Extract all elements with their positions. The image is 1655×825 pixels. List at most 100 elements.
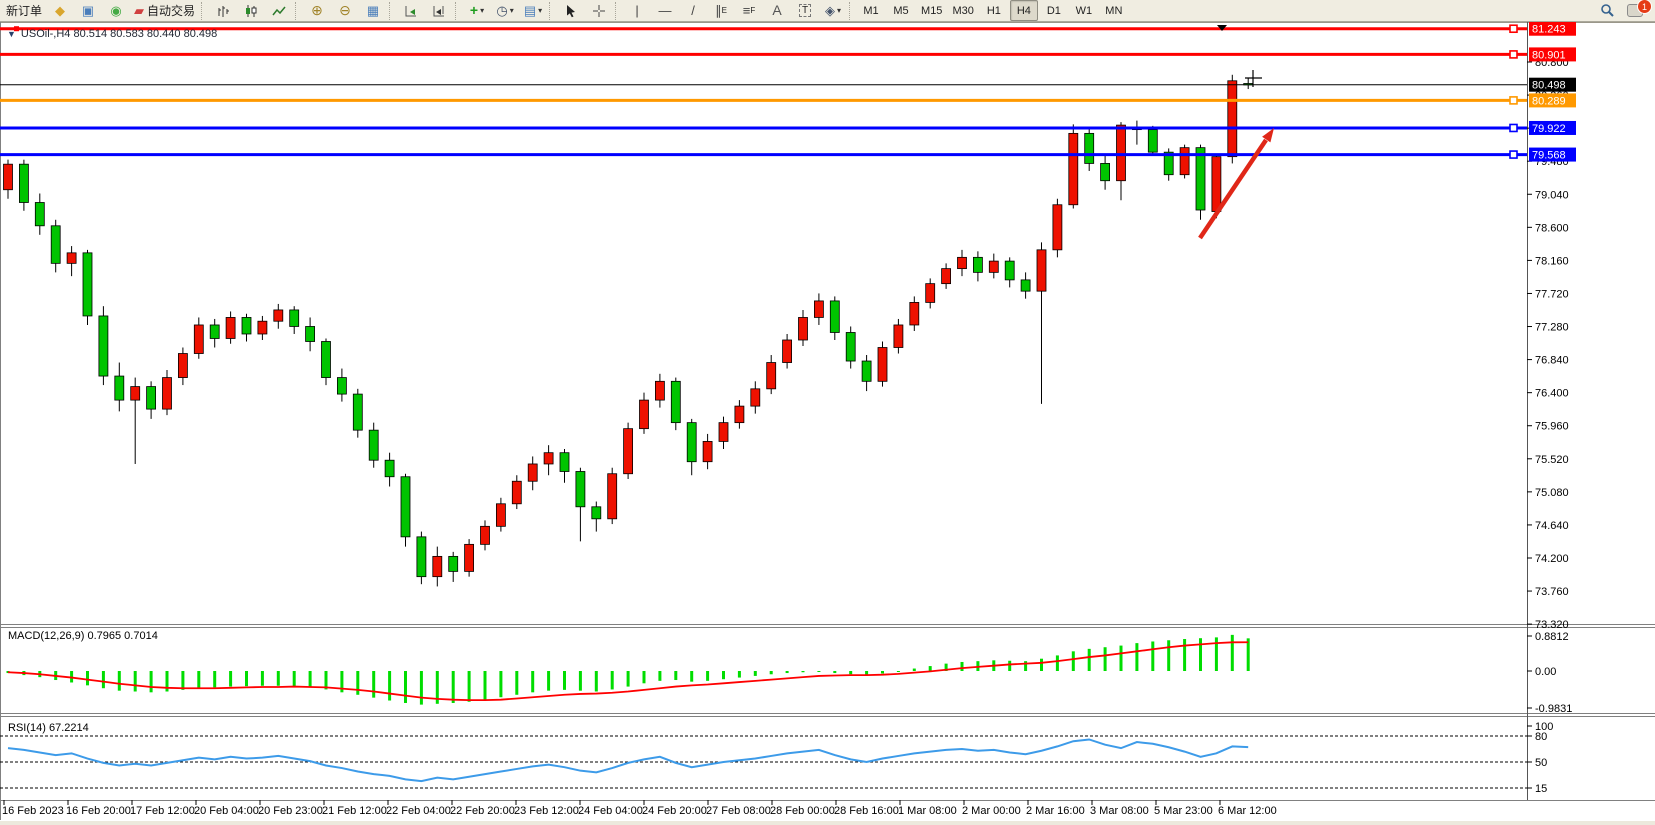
horizontal-line-icon[interactable]: — [658,3,672,18]
candle-body [988,260,999,273]
separator [549,1,555,20]
macd-histogram-bar [101,671,105,689]
price-tick-label: 78.600 [1535,222,1569,234]
arrows-shapes-icon[interactable]: ◈ ▾ [825,3,842,18]
status-bar [0,820,1655,825]
price-tick-label: 76.840 [1535,355,1569,367]
macd-axis-label: -0.9831 [1535,703,1572,715]
candle-body [34,202,45,227]
macd-histogram-bar [801,671,805,673]
notifications-icon[interactable]: 1 [1621,0,1652,21]
rsi-line [7,738,1249,783]
macd-histogram-bar [737,671,741,678]
chart-shift-icon[interactable] [425,0,453,21]
separator [389,1,395,20]
auto-trading-button[interactable]: ▰ 自动交易 [130,0,199,21]
macd-histogram-bar [165,671,169,692]
chart-title: ▼ USOil-,H4 80.514 80.583 80.440 80.498 [7,28,217,40]
candle-body [416,536,427,578]
candle-body [909,302,920,326]
signals-icon[interactable]: ◉ [110,3,122,18]
terminal-icon[interactable]: ▣ [81,3,95,18]
gold-icon[interactable]: ◆ [55,3,66,18]
auto-trading-label: 自动交易 [147,4,196,18]
candle-body [1147,129,1158,153]
price-tick-label: 75.520 [1535,454,1569,466]
candle-body [877,347,888,382]
timeframe-M1[interactable]: M1 [863,4,879,17]
search-icon[interactable] [1593,0,1621,21]
fibonacci-icon[interactable]: ≡ F [742,3,756,18]
separator [615,1,621,20]
one-click-trading-icon[interactable]: ▼ [7,29,16,39]
chevron-down-icon: ▾ [480,6,485,15]
timeframe-MN[interactable]: MN [1105,4,1123,17]
timeframe-M15[interactable]: M15 [921,4,943,17]
candle-body [114,375,125,401]
macd-histogram-bar [594,671,598,692]
level-line-handle[interactable] [1509,24,1518,34]
periods-icon[interactable]: ◷ ▾ [496,3,514,18]
templates-icon[interactable]: ▤ ▾ [523,3,543,18]
timeframe-M30[interactable]: M30 [952,4,974,17]
candle-body [511,480,522,505]
trend-arrow-line[interactable] [1198,138,1268,240]
zoom-out-icon[interactable]: ⊖ [339,2,351,18]
auto-scroll-icon[interactable] [397,0,425,21]
level-line-handle[interactable] [1509,96,1518,105]
price-level-label-box [1529,93,1576,108]
candle-body [861,360,872,382]
candle-body [1068,132,1079,206]
price-level-label: 80.901 [1532,49,1566,61]
line-chart-icon[interactable] [265,0,293,21]
candle-body [177,353,188,378]
timeframe-D1[interactable]: D1 [1046,4,1061,17]
candle-body [639,399,649,430]
equidistant-channel-icon[interactable]: ∥ E [715,3,727,18]
candle-body [1036,249,1047,292]
macd-histogram-bar [944,663,948,671]
macd-histogram-bar [547,671,551,691]
macd-histogram-bar [928,666,932,671]
bar-chart-icon[interactable] [209,0,237,21]
candle-body [1084,132,1095,164]
macd-histogram-bar [467,671,471,702]
candle-body [146,386,157,410]
level-line-handle[interactable] [1509,150,1518,159]
new-order-button[interactable]: 新订单 [2,0,46,21]
indicators-icon[interactable]: + ▾ [469,2,485,18]
tile-windows-icon[interactable]: ▦ [366,3,380,18]
candle-body [543,452,554,465]
scroll-marker-triangle[interactable] [1217,25,1227,31]
separator [455,1,461,20]
zoom-in-icon[interactable]: ⊕ [311,2,323,18]
macd-histogram-bar [1246,638,1250,671]
candle-body [225,317,236,339]
level-line-handle[interactable] [1509,123,1518,133]
candle-body [66,252,77,264]
cursor-icon[interactable] [557,0,585,21]
price-level-label: 79.922 [1532,123,1566,135]
time-label: 20 Feb 23:00 [258,805,323,817]
macd-histogram-bar [340,671,344,693]
trendline-icon[interactable]: / [691,3,695,18]
timeframe-W1[interactable]: W1 [1075,4,1093,17]
candle-body [798,317,808,341]
timeframe-H4[interactable]: H4 [1009,0,1038,21]
text-icon[interactable]: A [772,2,782,18]
candle-body [750,388,761,407]
price-level-label-box [1529,47,1576,62]
timeframe-H1[interactable]: H1 [986,4,1001,17]
text-label-icon[interactable]: T [791,0,819,21]
candle-body [734,405,745,424]
chart-plot-area[interactable] [0,22,1655,825]
time-label: 5 Mar 23:00 [1154,805,1213,817]
vertical-line-icon[interactable]: | [635,3,639,18]
level-line-handle[interactable] [1509,50,1518,59]
crosshair-icon[interactable] [585,0,613,21]
candle-body [193,324,204,354]
price-level-label: 81.243 [1532,24,1566,36]
timeframe-M5[interactable]: M5 [893,4,909,17]
candlestick-chart-icon[interactable] [237,0,265,21]
macd-histogram-bar [181,671,185,690]
